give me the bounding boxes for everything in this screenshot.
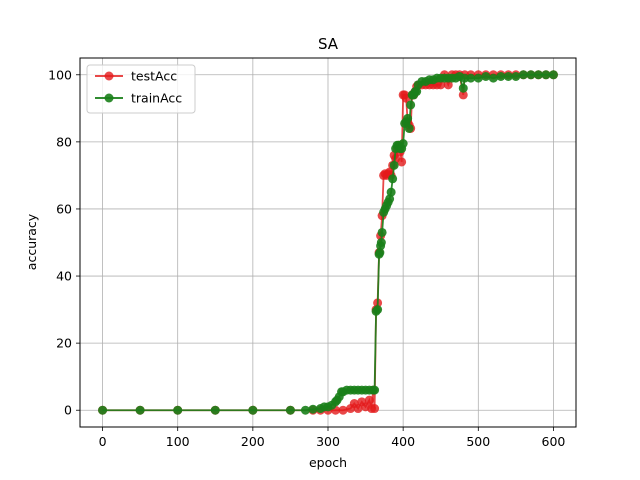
data-point-trainacc <box>388 174 398 184</box>
x-axis-label: epoch <box>309 455 347 470</box>
series-layer <box>98 70 558 415</box>
data-point-trainacc <box>135 405 145 415</box>
data-point-trainacc <box>412 87 422 97</box>
data-point-trainacc <box>403 113 413 123</box>
data-point-testacc <box>397 157 407 167</box>
y-axis-ticks: 0 20 40 60 80 100 <box>48 67 80 418</box>
data-point-trainacc <box>173 405 183 415</box>
data-point-trainacc <box>541 70 551 80</box>
data-point-trainacc <box>526 70 536 80</box>
x-tick-label: 200 <box>241 434 265 449</box>
data-point-testacc <box>436 80 446 90</box>
y-tick-label: 40 <box>56 269 72 284</box>
data-point-trainacc <box>370 385 380 395</box>
data-point-trainacc <box>406 100 416 110</box>
y-tick-label: 100 <box>48 67 72 82</box>
data-point-trainacc <box>458 83 468 93</box>
data-point-testacc <box>364 395 374 405</box>
data-point-trainacc <box>518 70 528 80</box>
y-tick-label: 80 <box>56 134 72 149</box>
data-point-trainacc <box>386 187 396 197</box>
data-point-trainacc <box>300 405 310 415</box>
data-point-trainacc <box>488 73 498 83</box>
legend-label-testacc: testAcc <box>131 69 177 84</box>
data-point-trainacc <box>308 404 318 414</box>
legend-marker-trainacc <box>104 93 114 103</box>
data-point-trainacc <box>481 71 491 81</box>
series-trainacc <box>98 70 558 415</box>
x-tick-label: 0 <box>99 434 107 449</box>
x-tick-label: 400 <box>391 434 415 449</box>
data-point-trainacc <box>385 194 395 204</box>
data-point-testacc <box>370 404 380 414</box>
data-point-trainacc <box>473 73 483 83</box>
data-point-trainacc <box>375 248 385 258</box>
data-point-trainacc <box>248 405 258 415</box>
data-point-trainacc <box>377 227 387 237</box>
data-point-trainacc <box>285 405 295 415</box>
x-tick-label: 100 <box>166 434 190 449</box>
data-point-trainacc <box>466 73 476 83</box>
chart-title: SA <box>318 35 339 53</box>
data-point-trainacc <box>373 305 383 315</box>
data-point-testacc <box>353 404 363 414</box>
x-axis-ticks: 0 100 200 300 400 500 600 <box>99 427 566 449</box>
y-axis-label: accuracy <box>24 213 39 270</box>
data-point-trainacc <box>376 238 386 247</box>
legend: testAcc trainAcc <box>86 64 196 114</box>
data-point-trainacc <box>398 139 408 149</box>
data-point-trainacc <box>496 71 506 81</box>
data-point-testacc <box>338 405 348 415</box>
x-tick-label: 300 <box>316 434 340 449</box>
data-point-testacc <box>443 80 453 90</box>
legend-marker-testacc <box>104 71 114 81</box>
data-point-trainacc <box>404 123 414 133</box>
data-point-trainacc <box>548 70 558 80</box>
data-point-trainacc <box>210 405 220 415</box>
x-tick-label: 500 <box>466 434 490 449</box>
data-point-trainacc <box>503 71 513 81</box>
y-tick-label: 60 <box>56 201 72 216</box>
data-point-trainacc <box>533 70 543 80</box>
x-tick-label: 600 <box>542 434 566 449</box>
data-point-trainacc <box>511 71 521 81</box>
legend-label-trainacc: trainAcc <box>131 91 182 106</box>
y-tick-label: 0 <box>64 403 72 418</box>
data-point-trainacc <box>389 160 399 170</box>
data-point-trainacc <box>98 405 108 415</box>
data-point-testacc <box>458 90 468 100</box>
y-tick-label: 20 <box>56 336 72 351</box>
